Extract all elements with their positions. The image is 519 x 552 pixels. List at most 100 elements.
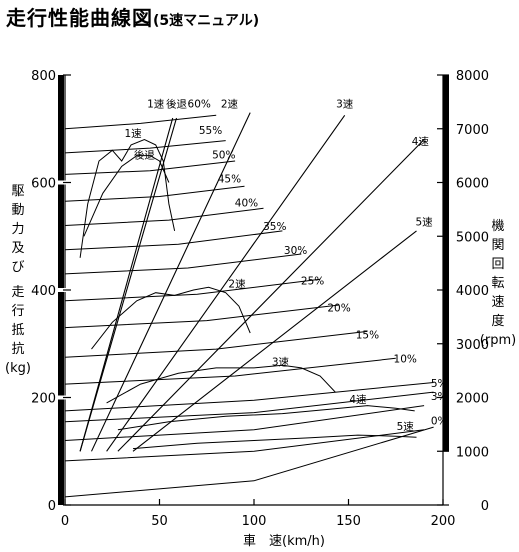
y-axis-label-char: 動 <box>11 203 24 218</box>
y-axis-label-char: 駆 <box>11 184 24 199</box>
chart-title-main: 走行性能曲線図 <box>6 6 153 30</box>
tractive-force-curve <box>106 364 336 404</box>
y2-axis-label-char: 関 <box>491 238 504 253</box>
y2-axis-label-char: 機 <box>491 219 504 234</box>
tractive-force-curves <box>79 138 417 450</box>
resistance-curves <box>64 114 434 498</box>
y2-axis-label-char: (rpm) <box>480 333 516 348</box>
rpm-line <box>91 112 251 452</box>
curve-annotation: 5速 <box>416 217 434 229</box>
left-axis-bar-gap <box>56 180 66 185</box>
y2-tick-label: 6000 <box>456 177 489 192</box>
resistance-curve <box>64 140 226 154</box>
y-axis-label-char: (kg) <box>5 361 31 376</box>
curve-annotation: 3速 <box>336 98 354 110</box>
x-tick-label: 200 <box>431 514 456 529</box>
axes: 0200400600800010002000300040005000600070… <box>31 69 489 529</box>
curve-annotation: 4速 <box>412 136 430 148</box>
resistance-curve <box>64 230 283 251</box>
curve-annotation: 2速 <box>228 278 246 290</box>
y-axis-label-char: 抵 <box>11 323 24 338</box>
y-tick-label: 200 <box>31 392 56 407</box>
rpm-lines <box>79 112 425 452</box>
curve-annotation: 20% <box>327 303 350 315</box>
x-tick-label: 50 <box>151 514 168 529</box>
y2-tick-label: 2000 <box>456 392 489 407</box>
x-tick-label: 150 <box>336 514 361 529</box>
curve-annotation: 15% <box>356 329 379 341</box>
x-tick-label: 100 <box>242 514 267 529</box>
resistance-curve <box>64 382 434 412</box>
curve-annotation: 35% <box>263 221 286 233</box>
y2-tick-label: 5000 <box>456 230 489 245</box>
curve-annotation: 0% <box>431 415 448 427</box>
y-tick-label: 600 <box>31 177 56 192</box>
y-axis-label-char: 抗 <box>11 342 24 357</box>
y-tick-label: 400 <box>31 284 56 299</box>
curve-annotation: 45% <box>218 174 241 186</box>
y2-tick-label: 7000 <box>456 123 489 138</box>
curve-annotation: 2速 <box>221 98 239 110</box>
rpm-line <box>106 114 346 452</box>
y2-tick-label: 1000 <box>456 445 489 460</box>
y-axis-label-char: 力 <box>11 222 24 237</box>
resistance-curve <box>64 357 396 385</box>
rpm-line <box>79 117 174 452</box>
chart-subtitle: (5速マニュアル) <box>153 13 260 29</box>
resistance-curve <box>64 391 434 423</box>
curve-annotation: 25% <box>301 276 324 288</box>
curve-annotation: 3速 <box>272 356 290 368</box>
tractive-force-curve <box>117 405 415 431</box>
extra-curve <box>64 405 425 441</box>
tractive-force-curve <box>91 286 251 350</box>
left-axis-bar-gap <box>56 395 66 400</box>
resistance-curve <box>64 185 245 202</box>
extra-curve <box>64 429 425 462</box>
chart-title: 走行性能曲線図(5速マニュアル) <box>6 2 259 31</box>
y-axis-label-char: 及 <box>11 241 24 256</box>
tractive-force-curve <box>132 434 417 450</box>
y2-axis-label-char: 転 <box>491 276 504 291</box>
y2-tick-label: 4000 <box>456 284 489 299</box>
curve-annotation: 40% <box>235 198 258 210</box>
rpm-line <box>79 117 178 452</box>
curve-annotation: 50% <box>212 149 235 161</box>
y-axis-label-char: び <box>11 260 24 275</box>
resistance-curve <box>64 304 340 329</box>
y2-axis-label-char: 回 <box>491 257 504 272</box>
curve-annotation: 55% <box>199 125 222 137</box>
curve-annotation: 1速 <box>147 98 165 110</box>
y2-axis-label-char: 度 <box>491 313 504 329</box>
right-axis-bar <box>443 75 449 452</box>
y-tick-label: 0 <box>48 499 56 514</box>
left-axis-bar-gap <box>56 288 66 292</box>
resistance-curve <box>64 330 368 358</box>
rpm-line <box>117 139 425 452</box>
resistance-curve <box>64 207 264 226</box>
curve-annotation: 5速 <box>397 421 415 433</box>
curve-annotation: 3% <box>431 391 448 403</box>
curve-annotation: 5% <box>431 378 448 390</box>
tractive-force-curve <box>79 138 176 258</box>
x-axis-label: 車 速(km/h) <box>243 534 325 549</box>
y-tick-label: 800 <box>31 69 56 84</box>
resistance-curve <box>64 278 321 302</box>
y-axis-label-char: 行 <box>11 304 24 319</box>
curve-annotation: 30% <box>284 245 307 257</box>
curve-annotation: 後退 <box>166 97 187 110</box>
resistance-curve <box>64 426 434 498</box>
resistance-curve <box>64 253 302 275</box>
curve-annotation: 10% <box>394 354 417 366</box>
y2-tick-label: 8000 <box>456 69 489 84</box>
extra-curves <box>64 405 425 462</box>
resistance-curve <box>64 160 236 175</box>
curve-annotation: 後退 <box>134 148 155 161</box>
y2-tick-label: 3000 <box>456 338 489 353</box>
curve-annotation: 4速 <box>349 394 367 406</box>
tractive-force-curve <box>83 155 170 237</box>
y2-tick-label: 0 <box>481 499 489 514</box>
y-axis-label-char: 走 <box>11 285 24 300</box>
